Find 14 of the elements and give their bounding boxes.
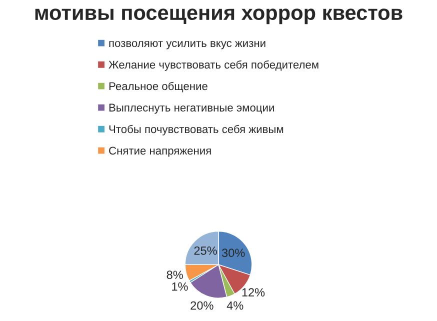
data-label: 25%: [194, 246, 217, 255]
data-label: 8%: [166, 270, 183, 280]
legend-label: позволяют усилить вкус жизни: [109, 40, 266, 50]
data-label: 20%: [190, 301, 214, 310]
chart-title: мотивы посещения хоррор квестов: [35, 8, 402, 24]
legend-label: Выплеснуть негативные эмоции: [109, 104, 274, 114]
legend-label: Реальное общение: [109, 82, 208, 92]
legend-label: Чтобы почувствовать себя живым: [109, 124, 284, 136]
legend-label: Снятие напряжения: [109, 146, 211, 157]
data-label: 30%: [222, 248, 245, 258]
data-label: 1%: [172, 282, 188, 291]
data-label: 4%: [226, 301, 244, 310]
legend-label: Желание чувствовать себя победителем: [108, 60, 318, 71]
data-label: 12%: [242, 288, 265, 296]
